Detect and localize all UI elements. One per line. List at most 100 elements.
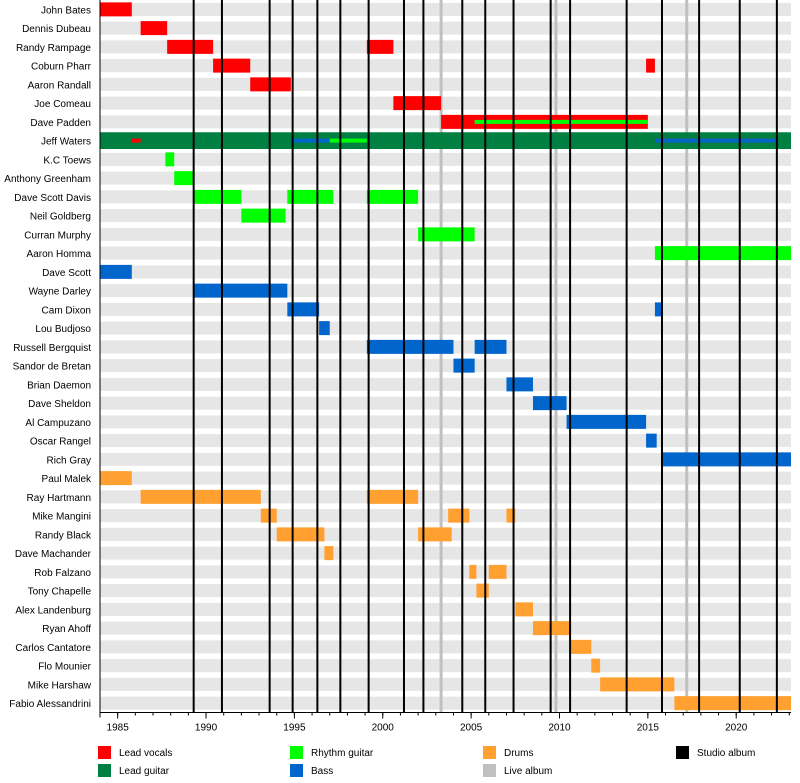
member-name: Alex Landenburg <box>15 605 91 616</box>
member-name: Wayne Darley <box>29 287 91 298</box>
member-name: Al Campuzano <box>25 418 91 429</box>
member-bar-vocals <box>646 58 655 73</box>
member-bar-bass <box>566 414 647 429</box>
member-name: Dave Scott <box>42 268 91 279</box>
legend-swatch-studio <box>676 746 689 759</box>
member-bar-bass <box>646 433 657 448</box>
studio-album-lines <box>192 0 778 713</box>
member-bar-lead-guitar <box>100 132 791 149</box>
member-name: Russell Bergquist <box>13 343 91 354</box>
member-bar-rhythm <box>174 171 194 186</box>
member-name: Anthony Greenham <box>4 174 91 185</box>
x-tick-label: 2010 <box>548 723 571 734</box>
member-name: Brian Daemon <box>27 380 91 391</box>
member-name: Sandor de Bretan <box>13 362 91 373</box>
member-bar-bass <box>290 138 367 143</box>
row-stripe <box>100 621 791 635</box>
legend: Lead vocals Lead guitar Rhythm guitar Bass D… <box>98 746 755 777</box>
x-tick-label: 2020 <box>725 723 748 734</box>
row-stripe <box>100 21 791 35</box>
member-bar-vocals <box>213 58 251 73</box>
row-stripe <box>100 471 791 485</box>
legend-label-rhythm: Rhythm guitar <box>311 748 374 759</box>
legend-label-bass: Bass <box>311 766 333 777</box>
member-bar-drums <box>591 658 601 673</box>
member-bar-rhythm <box>474 119 648 124</box>
row-stripe <box>100 302 791 316</box>
row-stripe <box>100 59 791 73</box>
member-name: Mike Harshaw <box>28 680 92 691</box>
row-stripe <box>100 602 791 616</box>
member-bar-drums <box>476 583 489 598</box>
legend-swatch-vocals <box>98 746 111 759</box>
member-name: Mike Mangini <box>32 512 91 523</box>
member-bar-bass <box>474 339 507 354</box>
row-stripe <box>100 190 791 204</box>
member-name: Dave Sheldon <box>28 399 91 410</box>
row-stripe <box>100 321 791 335</box>
member-labels: John Bates Dennis Dubeau Randy Rampage Cobu… <box>4 5 92 710</box>
member-name: Aaron Homma <box>27 249 92 260</box>
member-name: Lou Budjoso <box>35 324 91 335</box>
member-bar-rhythm <box>366 189 419 204</box>
row-stripe <box>100 565 791 579</box>
member-name: Rich Gray <box>47 455 91 466</box>
member-bar-rhythm <box>287 189 334 204</box>
member-bar-vocals <box>167 39 214 54</box>
member-bar-rhythm <box>654 246 791 261</box>
member-name: Dave Padden <box>30 118 91 129</box>
x-tick-label: 1990 <box>195 723 218 734</box>
member-bar-rhythm <box>418 227 475 242</box>
row-stripe <box>100 152 791 166</box>
member-bar-rhythm <box>165 152 175 167</box>
member-name: Ray Hartmann <box>27 493 91 504</box>
row-stripe <box>100 396 791 410</box>
member-name: Carlos Cantatore <box>15 643 91 654</box>
x-tick-label: 2015 <box>637 723 660 734</box>
member-name: Dave Machander <box>15 549 92 560</box>
member-name: Dennis Dubeau <box>22 24 91 35</box>
member-bar-vocals <box>100 2 132 17</box>
row-stripe <box>100 546 791 560</box>
row-stripe <box>100 96 791 110</box>
member-name: Fabio Alessandrini <box>9 699 91 710</box>
member-bar-vocals <box>393 96 442 111</box>
member-bar-drums <box>506 508 516 523</box>
x-axis: 1985 1990 1995 2000 2005 2010 2015 2020 <box>99 0 791 734</box>
member-name: Oscar Rangel <box>30 437 91 448</box>
member-name: Tony Chapelle <box>28 587 92 598</box>
legend-swatch-drums <box>483 746 496 759</box>
member-name: Cam Dixon <box>42 305 91 316</box>
row-stripe <box>100 490 791 504</box>
x-tick-label: 1985 <box>107 723 130 734</box>
member-bar-bass <box>661 452 791 467</box>
legend-label-vocals: Lead vocals <box>119 748 172 759</box>
x-tick-label: 2005 <box>460 723 483 734</box>
member-bar-drums <box>488 564 507 579</box>
row-stripe <box>100 246 791 260</box>
member-name: Dave Scott Davis <box>14 193 91 204</box>
member-bar-drums <box>600 677 675 692</box>
row-stripe <box>100 359 791 373</box>
row-stripe <box>100 452 791 466</box>
row-stripe <box>100 659 791 673</box>
member-name: Randy Black <box>35 530 92 541</box>
member-bar-vocals <box>131 138 141 143</box>
member-bar-drums <box>140 489 261 504</box>
legend-label-studio: Studio album <box>697 748 755 759</box>
member-bars <box>100 2 791 711</box>
legend-swatch-bass <box>290 764 303 777</box>
row-stripe <box>100 2 791 16</box>
legend-label-drums: Drums <box>504 748 533 759</box>
member-bar-drums <box>448 508 470 523</box>
member-name: Ryan Ahoff <box>42 624 91 635</box>
member-bar-vocals <box>140 21 168 36</box>
row-stripe <box>100 434 791 448</box>
member-name: Neil Goldberg <box>30 212 91 223</box>
member-bar-drums <box>570 639 592 654</box>
legend-swatch-live <box>483 764 496 777</box>
member-name: K.C Toews <box>43 155 91 166</box>
row-stripe <box>100 171 791 185</box>
member-bar-drums <box>366 489 419 504</box>
